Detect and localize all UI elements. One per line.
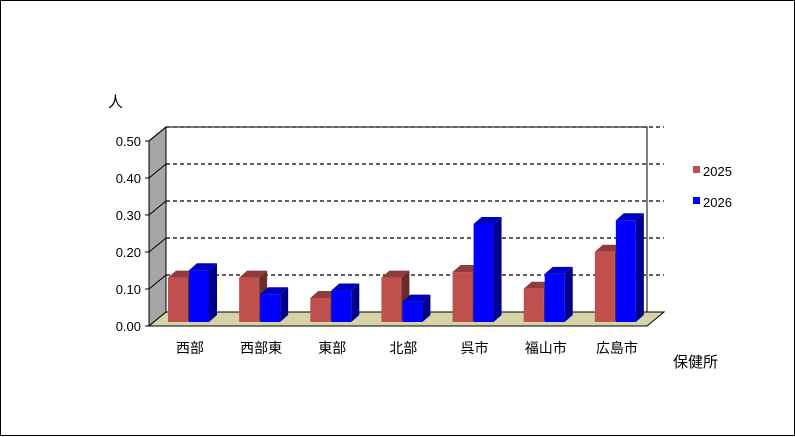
bar-2026-東部 <box>331 290 352 322</box>
y-tick-label: 0.50 <box>116 134 141 149</box>
wall-gridline <box>148 200 167 216</box>
x-category-label: 西部東 <box>240 341 282 357</box>
x-category-label: 東部 <box>318 341 346 357</box>
left-wall <box>148 125 167 328</box>
bar-top <box>331 283 360 291</box>
x-category-label: 北部 <box>389 341 417 357</box>
legend-swatch <box>693 197 700 204</box>
x-category-label: 福山市 <box>525 340 567 357</box>
bar-2025-福山市 <box>523 288 544 322</box>
bar-2025-北部 <box>381 277 402 322</box>
bar-2025-西部 <box>168 277 188 322</box>
bar-top <box>189 263 217 271</box>
bar-side <box>564 266 573 322</box>
bar-top <box>239 270 268 278</box>
y-tick-label: 0.00 <box>116 319 141 334</box>
bar-2026-西部 <box>189 270 209 322</box>
bar-side <box>422 294 431 322</box>
bar-2026-西部東 <box>260 294 281 322</box>
y-axis-label: 人 <box>108 93 123 111</box>
y-tick-label: 0.20 <box>116 245 141 260</box>
y-tick-label: 0.30 <box>116 208 141 223</box>
bar-side <box>209 263 217 322</box>
legend-label: 2026 <box>703 195 732 210</box>
bar-top <box>473 216 502 224</box>
wall-gridline <box>148 163 167 179</box>
bar-top <box>615 213 644 221</box>
bar-2026-呉市 <box>473 223 494 322</box>
bar-side <box>351 283 360 322</box>
bar-2026-広島市 <box>615 220 636 322</box>
legend-swatch <box>693 166 700 173</box>
bar-2025-広島市 <box>594 251 615 322</box>
x-axis-label: 保健所 <box>673 353 718 371</box>
x-category-label: 呉市 <box>461 340 489 357</box>
bar-2025-西部東 <box>239 277 260 322</box>
bar-side <box>493 216 502 322</box>
wall-gridline <box>148 237 167 253</box>
bar-side <box>280 287 289 322</box>
bar-top <box>544 266 573 274</box>
wall-gridline <box>148 274 167 290</box>
bar-2026-北部 <box>402 301 423 322</box>
bar-2025-呉市 <box>452 272 473 322</box>
bar-2025-東部 <box>310 297 331 322</box>
x-category-label: 西部 <box>176 341 204 357</box>
x-category-label: 広島市 <box>596 340 638 357</box>
bar-top <box>402 294 431 302</box>
legend-label: 2025 <box>703 164 732 179</box>
bar-side <box>635 213 644 322</box>
bar-2026-福山市 <box>544 273 565 322</box>
bar-top <box>260 287 289 295</box>
wall-gridline <box>148 126 167 142</box>
y-tick-label: 0.10 <box>116 282 141 297</box>
bar-top <box>381 270 410 278</box>
y-tick-label: 0.40 <box>116 171 141 186</box>
